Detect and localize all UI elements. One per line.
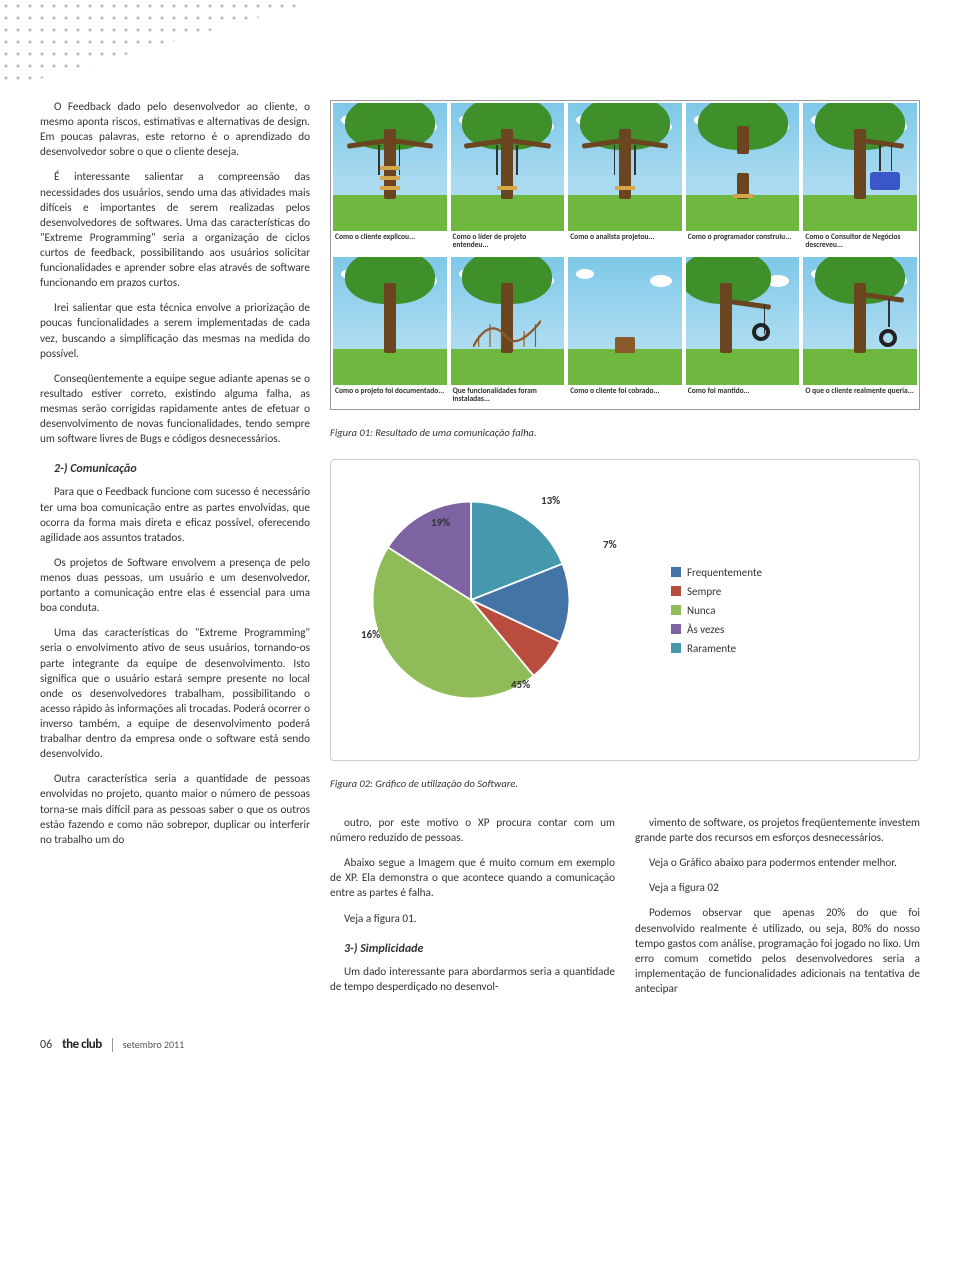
tree-panel: Como o analista projetou... (568, 103, 682, 253)
tree-panel-label: Como o cliente explicou... (333, 231, 447, 253)
figure1-caption: Figura 01: Resultado de uma comunicação … (330, 426, 920, 439)
paragraph: Os projetos de Software envolvem a prese… (40, 556, 310, 616)
lower-text-columns: outro, por este motivo o XP procura cont… (330, 816, 920, 1007)
paragraph: Outra característica seria a quantidade … (40, 772, 310, 848)
paragraph: Uma das características do "Extreme Prog… (40, 626, 310, 762)
paragraph: outro, por este motivo o XP procura cont… (330, 816, 615, 846)
page-number: 06 (40, 1038, 52, 1052)
tree-panel: Como o Consultor de Negócios descreveu..… (803, 103, 917, 253)
paragraph: Um dado interessante para abordarmos ser… (330, 965, 615, 995)
right-figure-column: Como o cliente explicou... Como o líder … (330, 100, 920, 1007)
paragraph: Podemos observar que apenas 20% do que f… (635, 906, 920, 997)
paragraph: O Feedback dado pelo desenvolvedor ao cl… (40, 100, 310, 160)
legend-row: Às vezes (671, 623, 762, 636)
tree-panel: Como o cliente foi cobrado... (568, 257, 682, 407)
tree-panel-label: Como o cliente foi cobrado... (568, 385, 682, 407)
paragraph: Conseqüentemente a equipe segue adiante … (40, 372, 310, 448)
pie-percent-label: 16% (361, 628, 380, 641)
left-text-column: O Feedback dado pelo desenvolvedor ao cl… (40, 100, 310, 1007)
tree-panel: Como o projeto foi documentado... (333, 257, 447, 407)
pie-svg (341, 480, 601, 720)
figure2-caption: Figura 02: Gráfico de utilização do Soft… (330, 777, 920, 790)
footer-separator (112, 1038, 113, 1052)
section-heading-comunicacao: 2-) Comunicação (54, 461, 310, 477)
paragraph: Irei salientar que esta técnica envolve … (40, 301, 310, 361)
legend-row: Sempre (671, 585, 762, 598)
tree-panel-label: Como o Consultor de Negócios descreveu..… (803, 231, 917, 254)
paragraph: vimento de software, os projetos freqüen… (635, 816, 920, 846)
tree-panel-label: Como o projeto foi documentado... (333, 385, 447, 407)
pie-legend: Frequentemente Sempre Nunca Às vezes Raramen… (671, 566, 762, 655)
tree-swing-cartoon: Como o cliente explicou... Como o líder … (330, 100, 920, 410)
lower-col-middle: outro, por este motivo o XP procura cont… (330, 816, 615, 1007)
tree-panel-label: Como foi mantido... (686, 385, 800, 407)
legend-label: Frequentemente (687, 566, 762, 579)
pie-percent-label: 13% (541, 494, 560, 507)
page-footer: 06 the club setembro 2011 (40, 1037, 920, 1052)
tree-panel-label: Como o líder de projeto entendeu... (451, 231, 565, 254)
pie-chart-figure: 13% 7% 45% 16% 19% Frequentemente Sempre Nunca… (330, 459, 920, 761)
paragraph: Veja a figura 01. (330, 912, 615, 927)
paragraph: Veja a figura 02 (635, 881, 920, 896)
footer-date: setembro 2011 (123, 1038, 184, 1051)
tree-panel: Como o programador construiu... (686, 103, 800, 253)
legend-swatch (671, 586, 681, 596)
section-heading-simplicidade: 3-) Simplicidade (344, 941, 615, 957)
legend-label: Sempre (687, 585, 721, 598)
tree-panel: Que funcionalidades foram instaladas... (451, 257, 565, 407)
pie-chart: 13% 7% 45% 16% 19% (341, 480, 641, 740)
tree-panel: Como o líder de projeto entendeu... (451, 103, 565, 253)
paragraph: Abaixo segue a Imagem que é muito comum … (330, 856, 615, 901)
legend-label: Nunca (687, 604, 716, 617)
paragraph: Para que o Feedback funcione com sucesso… (40, 485, 310, 545)
pie-percent-label: 19% (431, 516, 450, 529)
tree-panel-label: O que o cliente realmente queria... (803, 385, 917, 407)
tree-panel: Como foi mantido... (686, 257, 800, 407)
pie-percent-label: 45% (511, 678, 530, 691)
legend-swatch (671, 643, 681, 653)
legend-label: Raramente (687, 642, 736, 655)
page-grid: O Feedback dado pelo desenvolvedor ao cl… (40, 100, 920, 1007)
lower-col-right: vimento de software, os projetos freqüen… (635, 816, 920, 1007)
legend-row: Nunca (671, 604, 762, 617)
tree-panel: Como o cliente explicou... (333, 103, 447, 253)
brand-logo-text: the club (62, 1037, 102, 1052)
tree-panel: O que o cliente realmente queria... (803, 257, 917, 407)
legend-swatch (671, 605, 681, 615)
tree-panel-label: Como o programador construiu... (686, 231, 800, 253)
legend-row: Raramente (671, 642, 762, 655)
dot-pattern-decoration (0, 0, 320, 90)
tree-panel-label: Como o analista projetou... (568, 231, 682, 253)
legend-row: Frequentemente (671, 566, 762, 579)
pie-percent-label: 7% (603, 538, 617, 551)
paragraph: Veja o Gráfico abaixo para podermos ente… (635, 856, 920, 871)
tree-panel-label: Que funcionalidades foram instaladas... (451, 385, 565, 408)
legend-swatch (671, 567, 681, 577)
legend-label: Às vezes (687, 623, 724, 636)
paragraph: É interessante salientar a compreensão d… (40, 170, 310, 291)
legend-swatch (671, 624, 681, 634)
